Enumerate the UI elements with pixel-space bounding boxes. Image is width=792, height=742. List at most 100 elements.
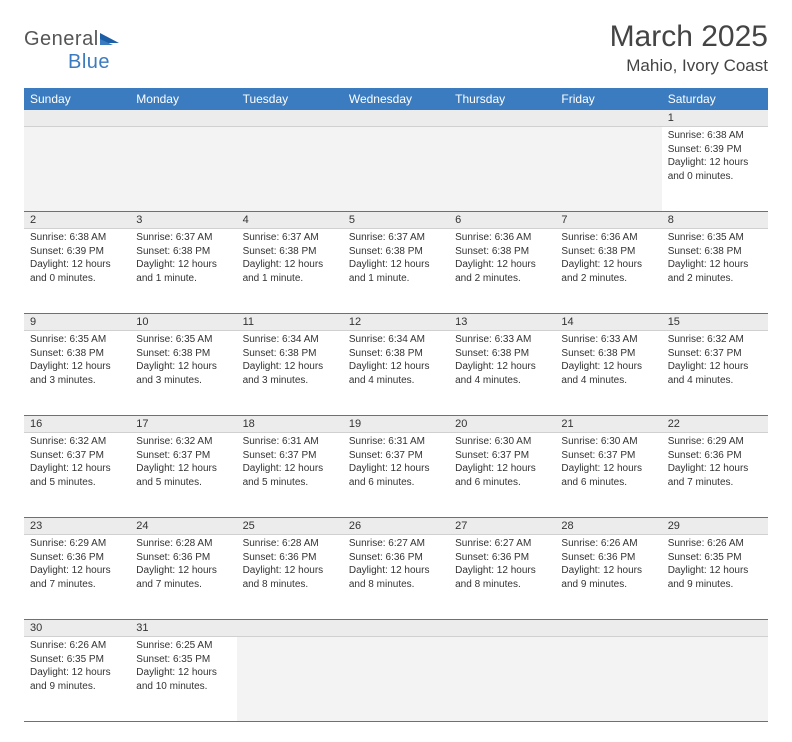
- sunset-text: Sunset: 6:38 PM: [136, 347, 230, 361]
- daylight-text: and 7 minutes.: [136, 578, 230, 592]
- day-cell: Sunrise: 6:26 AMSunset: 6:36 PMDaylight:…: [555, 535, 661, 620]
- daylight-text: and 9 minutes.: [30, 680, 124, 694]
- day-cell: Sunrise: 6:32 AMSunset: 6:37 PMDaylight:…: [130, 433, 236, 518]
- day-cell: [237, 127, 343, 212]
- sunset-text: Sunset: 6:38 PM: [349, 245, 443, 259]
- daylight-text: and 2 minutes.: [668, 272, 762, 286]
- daylight-text: Daylight: 12 hours: [243, 258, 337, 272]
- brand-part2: Blue: [68, 51, 110, 73]
- header: GeneralBlue March 2025 Mahio, Ivory Coas…: [24, 20, 768, 76]
- daylight-text: Daylight: 12 hours: [668, 462, 762, 476]
- daylight-text: Daylight: 12 hours: [349, 258, 443, 272]
- sunrise-text: Sunrise: 6:36 AM: [455, 231, 549, 245]
- daylight-text: and 0 minutes.: [30, 272, 124, 286]
- day-cell: Sunrise: 6:31 AMSunset: 6:37 PMDaylight:…: [343, 433, 449, 518]
- day-number: [343, 620, 449, 637]
- daylight-text: Daylight: 12 hours: [455, 462, 549, 476]
- day-content-row: Sunrise: 6:38 AMSunset: 6:39 PMDaylight:…: [24, 229, 768, 314]
- weekday-header: Wednesday: [343, 88, 449, 110]
- daylight-text: and 2 minutes.: [561, 272, 655, 286]
- sunrise-text: Sunrise: 6:38 AM: [668, 129, 762, 143]
- daylight-text: and 7 minutes.: [668, 476, 762, 490]
- daylight-text: Daylight: 12 hours: [668, 360, 762, 374]
- sunrise-text: Sunrise: 6:32 AM: [136, 435, 230, 449]
- day-cell: Sunrise: 6:25 AMSunset: 6:35 PMDaylight:…: [130, 637, 236, 722]
- sunrise-text: Sunrise: 6:29 AM: [668, 435, 762, 449]
- day-number: 6: [449, 212, 555, 229]
- daylight-text: and 4 minutes.: [668, 374, 762, 388]
- daylight-text: Daylight: 12 hours: [668, 564, 762, 578]
- day-number: 28: [555, 518, 661, 535]
- day-number: 3: [130, 212, 236, 229]
- day-cell: Sunrise: 6:29 AMSunset: 6:36 PMDaylight:…: [662, 433, 768, 518]
- day-cell: Sunrise: 6:38 AMSunset: 6:39 PMDaylight:…: [24, 229, 130, 314]
- day-cell: [555, 127, 661, 212]
- sunrise-text: Sunrise: 6:33 AM: [455, 333, 549, 347]
- day-number: 4: [237, 212, 343, 229]
- daylight-text: and 1 minute.: [349, 272, 443, 286]
- sunrise-text: Sunrise: 6:29 AM: [30, 537, 124, 551]
- calendar-page: GeneralBlue March 2025 Mahio, Ivory Coas…: [0, 0, 792, 742]
- sunrise-text: Sunrise: 6:25 AM: [136, 639, 230, 653]
- day-cell: Sunrise: 6:37 AMSunset: 6:38 PMDaylight:…: [130, 229, 236, 314]
- sunset-text: Sunset: 6:36 PM: [349, 551, 443, 565]
- day-cell: Sunrise: 6:34 AMSunset: 6:38 PMDaylight:…: [343, 331, 449, 416]
- sunrise-text: Sunrise: 6:31 AM: [349, 435, 443, 449]
- sunrise-text: Sunrise: 6:27 AM: [349, 537, 443, 551]
- sunrise-text: Sunrise: 6:26 AM: [561, 537, 655, 551]
- sunset-text: Sunset: 6:38 PM: [136, 245, 230, 259]
- day-cell: [237, 637, 343, 722]
- daylight-text: Daylight: 12 hours: [136, 564, 230, 578]
- sunrise-text: Sunrise: 6:32 AM: [30, 435, 124, 449]
- day-cell: Sunrise: 6:37 AMSunset: 6:38 PMDaylight:…: [237, 229, 343, 314]
- day-number: 23: [24, 518, 130, 535]
- daylight-text: and 6 minutes.: [455, 476, 549, 490]
- daylight-text: and 4 minutes.: [349, 374, 443, 388]
- day-content-row: Sunrise: 6:29 AMSunset: 6:36 PMDaylight:…: [24, 535, 768, 620]
- weekday-header: Friday: [555, 88, 661, 110]
- sunrise-text: Sunrise: 6:37 AM: [136, 231, 230, 245]
- day-cell: [555, 637, 661, 722]
- day-number-row: 16171819202122: [24, 416, 768, 433]
- day-number: [237, 110, 343, 127]
- day-cell: [343, 127, 449, 212]
- daylight-text: Daylight: 12 hours: [30, 666, 124, 680]
- day-cell: Sunrise: 6:33 AMSunset: 6:38 PMDaylight:…: [555, 331, 661, 416]
- daylight-text: Daylight: 12 hours: [136, 258, 230, 272]
- sunrise-text: Sunrise: 6:27 AM: [455, 537, 549, 551]
- sunrise-text: Sunrise: 6:34 AM: [349, 333, 443, 347]
- daylight-text: and 1 minute.: [243, 272, 337, 286]
- weekday-header: Tuesday: [237, 88, 343, 110]
- day-cell: Sunrise: 6:32 AMSunset: 6:37 PMDaylight:…: [24, 433, 130, 518]
- day-number: 16: [24, 416, 130, 433]
- sunset-text: Sunset: 6:36 PM: [30, 551, 124, 565]
- day-number: 12: [343, 314, 449, 331]
- sunset-text: Sunset: 6:38 PM: [455, 347, 549, 361]
- title-block: March 2025 Mahio, Ivory Coast: [610, 20, 768, 76]
- daylight-text: Daylight: 12 hours: [561, 258, 655, 272]
- sunset-text: Sunset: 6:37 PM: [243, 449, 337, 463]
- sunrise-text: Sunrise: 6:35 AM: [668, 231, 762, 245]
- daylight-text: and 3 minutes.: [136, 374, 230, 388]
- day-cell: Sunrise: 6:28 AMSunset: 6:36 PMDaylight:…: [237, 535, 343, 620]
- flag-icon: [99, 31, 121, 49]
- day-number-row: 2345678: [24, 212, 768, 229]
- daylight-text: and 8 minutes.: [349, 578, 443, 592]
- sunrise-text: Sunrise: 6:33 AM: [561, 333, 655, 347]
- weekday-header: Saturday: [662, 88, 768, 110]
- day-number: [237, 620, 343, 637]
- day-cell: Sunrise: 6:35 AMSunset: 6:38 PMDaylight:…: [24, 331, 130, 416]
- day-number: [555, 110, 661, 127]
- daylight-text: Daylight: 12 hours: [136, 360, 230, 374]
- day-number: 18: [237, 416, 343, 433]
- day-number: 14: [555, 314, 661, 331]
- sunset-text: Sunset: 6:36 PM: [136, 551, 230, 565]
- sunset-text: Sunset: 6:37 PM: [561, 449, 655, 463]
- sunset-text: Sunset: 6:38 PM: [30, 347, 124, 361]
- day-content-row: Sunrise: 6:35 AMSunset: 6:38 PMDaylight:…: [24, 331, 768, 416]
- daylight-text: Daylight: 12 hours: [455, 564, 549, 578]
- daylight-text: and 7 minutes.: [30, 578, 124, 592]
- sunrise-text: Sunrise: 6:28 AM: [243, 537, 337, 551]
- daylight-text: Daylight: 12 hours: [349, 564, 443, 578]
- day-number: [662, 620, 768, 637]
